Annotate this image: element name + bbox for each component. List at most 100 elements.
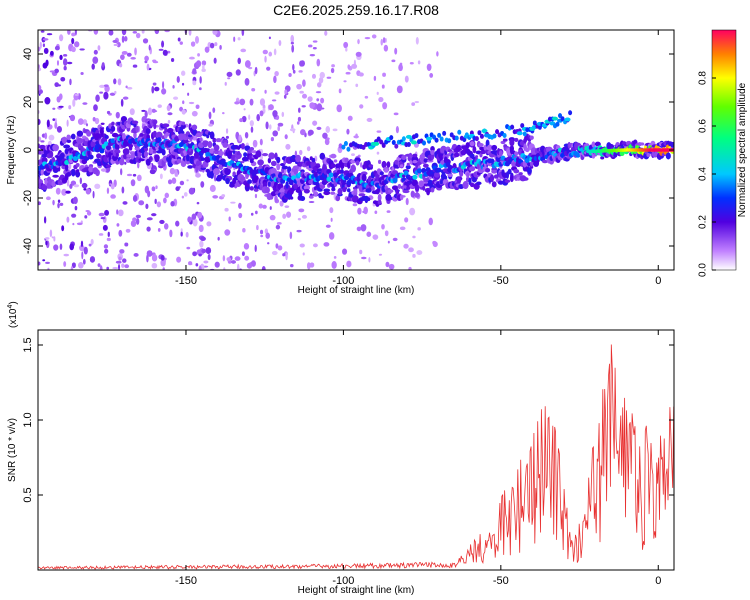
spectrogram-cell <box>185 231 189 238</box>
spectrogram-cell <box>200 236 206 242</box>
spectrogram-cell <box>378 253 383 256</box>
spectrogram-cell <box>113 43 119 47</box>
spectrogram-cell <box>279 187 286 194</box>
spectrogram-cell <box>284 134 288 140</box>
spectrogram-cell <box>56 60 59 66</box>
spectrogram-cell <box>289 196 294 200</box>
spectrogram-cell <box>142 38 149 44</box>
spectrogram-cell <box>160 259 166 267</box>
spectrogram-cell <box>560 116 565 122</box>
spectrogram-cell <box>329 207 334 214</box>
spectrogram-cell <box>46 33 53 36</box>
spectrogram-cell <box>507 168 512 175</box>
spectrogram-cell <box>530 161 534 167</box>
spectrogram-cell <box>152 119 158 125</box>
spectrogram-cell <box>71 262 76 269</box>
spectrogram-cell <box>292 165 300 170</box>
spectrogram-cell <box>311 73 317 79</box>
spectrogram-cell <box>319 71 325 79</box>
spectrogram-cell <box>61 225 65 232</box>
spectrogram-cell <box>100 168 107 172</box>
spectrogram-cell <box>250 260 256 267</box>
spectrogram-cell <box>377 199 382 205</box>
spectrogram-cell <box>202 140 209 147</box>
spectrogram-cell <box>42 38 49 41</box>
spectrogram-cell <box>151 262 158 269</box>
spectrogram-cell <box>262 204 267 209</box>
spectrogram-cell <box>439 136 444 142</box>
snr-x-label: Height of straight line (km) <box>298 585 415 596</box>
spectrogram-cell <box>276 156 281 164</box>
spectrogram-cell <box>214 42 218 47</box>
spectrogram-cell <box>251 88 256 92</box>
spectrogram-cell <box>221 194 226 198</box>
spectrogram-cell <box>71 168 76 177</box>
spectrogram-cell <box>414 184 420 192</box>
colorbar: 0.0 0.2 0.4 0.6 0.8 Normalized spectral ampl… <box>698 29 748 277</box>
snr-x-tick-label: 0 <box>655 575 661 587</box>
spectrogram-cell <box>125 228 131 233</box>
spectrogram-cell <box>469 182 475 188</box>
spectrogram-cell <box>502 138 508 142</box>
spectrogram-cell <box>289 128 296 132</box>
colorbar-ticks: 0.0 0.2 0.4 0.6 0.8 <box>698 71 716 277</box>
spectrogram-cell <box>282 253 286 257</box>
spectrogram-cell <box>201 68 206 73</box>
spectrogram-cell <box>358 193 366 197</box>
spectrogram-cell <box>66 216 70 223</box>
spectrogram-cell <box>401 154 407 160</box>
spectrogram-cell <box>600 156 605 160</box>
spectrogram-cell <box>406 186 411 190</box>
spectrogram-cell <box>148 156 153 161</box>
spectrogram-x-label: Height of straight line (km) <box>298 285 415 296</box>
spectrogram-cell <box>273 75 277 84</box>
spectrogram-cell <box>381 160 387 169</box>
spectrogram-cell <box>144 55 149 62</box>
spectrogram-cell <box>415 37 419 45</box>
spectrogram-cell <box>109 183 112 186</box>
spectrogram-cell <box>332 128 338 132</box>
spectrogram-cell <box>387 189 394 193</box>
spectrogram-cell <box>396 85 403 94</box>
spectrogram-cell <box>121 186 125 194</box>
spectrogram-cell <box>335 195 341 202</box>
spectrogram-cell <box>381 223 385 230</box>
spectrogram-cell <box>388 263 395 270</box>
spectrogram-cell <box>122 148 130 156</box>
spectrogram-cell <box>95 94 100 102</box>
spectrogram-cell <box>209 184 216 193</box>
spectrogram-cell <box>111 132 119 138</box>
spectrogram-cell <box>502 133 507 139</box>
spectrogram-cell <box>195 60 202 68</box>
spectrogram-cell <box>345 71 351 75</box>
spectrogram-cell <box>156 137 162 143</box>
spectrogram-cell <box>181 82 185 86</box>
spectrogram-cell <box>38 261 41 266</box>
spectrogram-cell <box>330 163 336 169</box>
spectrogram-cell <box>106 266 110 270</box>
spectrogram-cell <box>232 171 236 177</box>
spectrogram-cell <box>116 223 120 227</box>
spectrogram-cell <box>271 99 277 102</box>
spectrogram-cell <box>249 120 254 127</box>
spectrogram-cell <box>466 172 470 179</box>
spectrogram-cell <box>477 130 482 136</box>
spectrogram-cell <box>408 266 412 270</box>
spectrogram-cell <box>421 168 427 174</box>
spectrogram-cell <box>346 128 350 135</box>
spectrogram-cell <box>111 121 115 126</box>
spectrogram-cell <box>104 209 110 216</box>
spectrogram-cell <box>154 86 160 92</box>
spectrogram-cell <box>266 66 271 71</box>
spectrogram-cell <box>315 91 322 94</box>
spectrogram-cell <box>170 58 175 62</box>
spectrogram-cell <box>79 177 82 185</box>
spectrogram-cell <box>138 200 145 206</box>
spectrogram-cell <box>412 153 418 158</box>
spectrogram-cell <box>259 110 264 117</box>
spectrogram-cell <box>386 161 391 168</box>
spectrogram-cell <box>143 147 149 152</box>
spectrogram-cell <box>373 141 380 146</box>
spectrogram-cell <box>61 136 68 144</box>
spectrogram-cell <box>146 217 153 221</box>
